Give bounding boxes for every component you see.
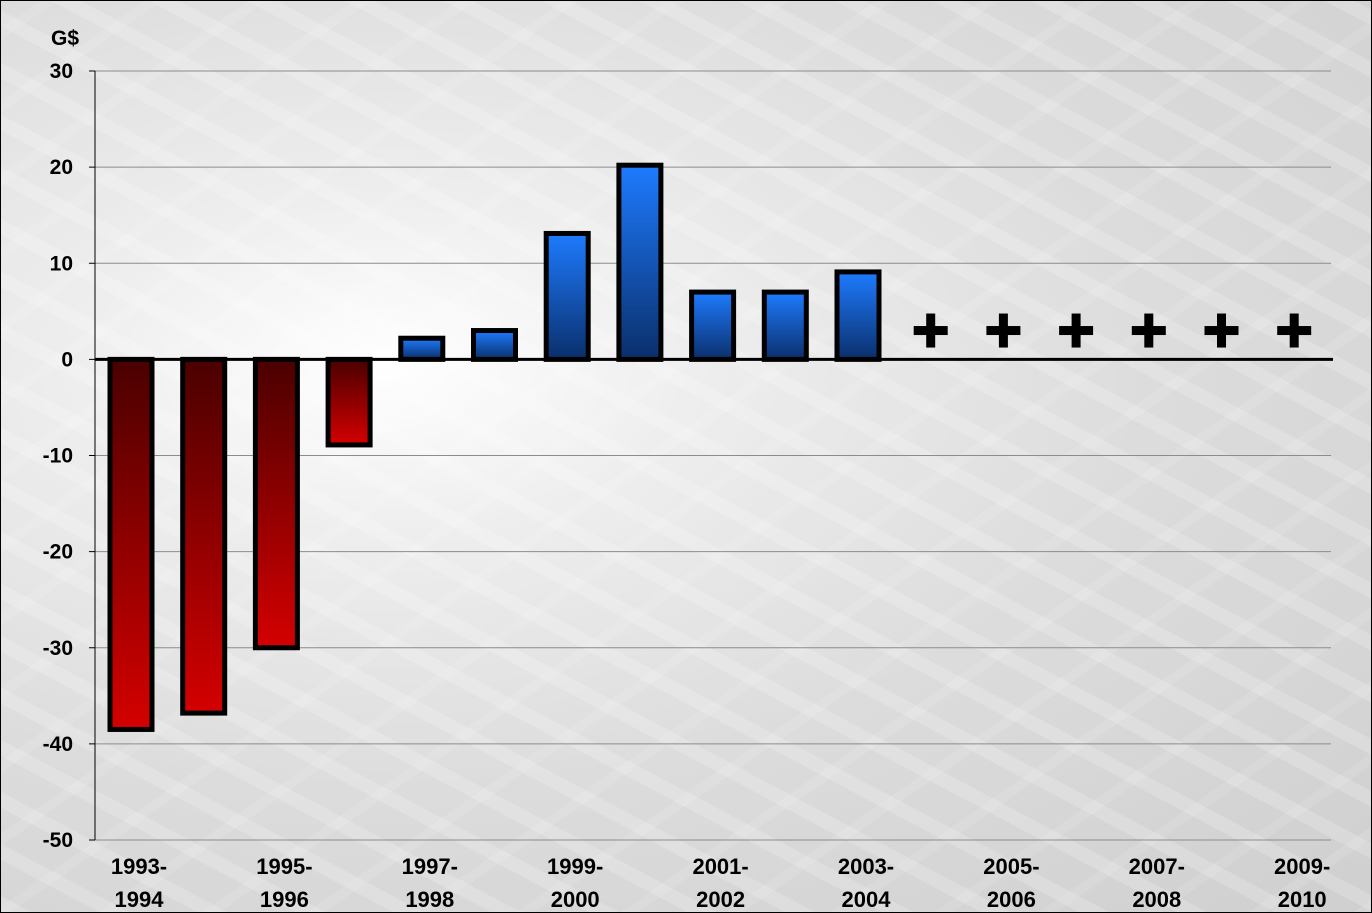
bars bbox=[107, 162, 882, 732]
deficit-bar bbox=[252, 356, 300, 651]
y-tick-label: -50 bbox=[43, 829, 73, 852]
axes bbox=[89, 70, 1333, 841]
y-tick-label: -20 bbox=[43, 541, 73, 564]
deficit-bar bbox=[180, 356, 228, 716]
y-tick-label: -30 bbox=[43, 637, 73, 660]
x-tick-label: 1995-1996 bbox=[256, 854, 312, 912]
y-axis-unit-label: G$ bbox=[51, 27, 79, 50]
x-tick-label: 2009-2010 bbox=[1274, 854, 1330, 912]
y-tick-label: 20 bbox=[50, 156, 73, 179]
projected-surplus-marker bbox=[1059, 313, 1094, 348]
x-tick-label: 1999-2000 bbox=[547, 854, 603, 912]
deficit-bar bbox=[107, 356, 155, 732]
y-tick-label: -10 bbox=[43, 445, 73, 468]
deficit-bar bbox=[325, 356, 373, 448]
surplus-bar bbox=[398, 335, 446, 362]
projection-markers bbox=[913, 313, 1312, 348]
projected-surplus-marker bbox=[913, 313, 948, 348]
surplus-bar bbox=[616, 162, 664, 362]
x-tick-label: 2007-2008 bbox=[1129, 854, 1185, 912]
y-tick-label: -40 bbox=[43, 733, 73, 756]
surplus-bar bbox=[761, 289, 809, 362]
projected-surplus-marker bbox=[986, 313, 1021, 348]
y-tick-label: 0 bbox=[61, 348, 73, 371]
x-tick-label: 1997-1998 bbox=[402, 854, 458, 912]
x-tick-label: 2001-2002 bbox=[692, 854, 748, 912]
projected-surplus-marker bbox=[1277, 313, 1312, 348]
x-tick-label: 2005-2006 bbox=[983, 854, 1039, 912]
y-tick-label: 10 bbox=[50, 252, 73, 275]
surplus-bar bbox=[471, 328, 518, 362]
gridlines bbox=[95, 70, 1331, 841]
projected-surplus-marker bbox=[1204, 313, 1239, 348]
surplus-bar bbox=[543, 230, 591, 362]
x-tick-label: 1993-1994 bbox=[111, 854, 167, 912]
surplus-bar bbox=[689, 289, 737, 362]
y-tick-label: 30 bbox=[50, 60, 73, 83]
x-tick-label: 2003-2004 bbox=[838, 854, 894, 912]
surplus-bar bbox=[834, 269, 882, 362]
projected-surplus-marker bbox=[1131, 313, 1166, 348]
tick-labels: 30 20 10 0 -10 -20 -30 -40 -50 G$ 1993-1994 1995-19… bbox=[43, 27, 1331, 912]
